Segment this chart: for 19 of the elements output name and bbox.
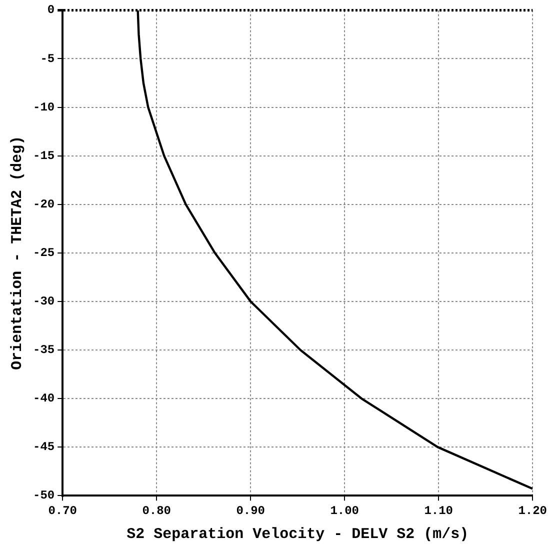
y-tick-label: -10 (32, 100, 55, 114)
y-tick-label: -15 (32, 148, 55, 163)
y-tick-label: -45 (32, 440, 55, 454)
y-tick-label: -35 (32, 342, 55, 357)
x-tick-label: 1.00 (330, 504, 360, 518)
y-axis-title: Orientation - THETA2 (deg) (8, 136, 26, 370)
x-tick-label: 0.80 (142, 504, 172, 518)
x-tick-label: 1.10 (424, 504, 454, 518)
x-axis-title: S2 Separation Velocity - DELV S2 (m/s) (126, 526, 469, 543)
y-tick-label: -25 (32, 246, 55, 260)
y-tick-label: -30 (32, 294, 55, 308)
x-tick-label: 0.70 (48, 504, 78, 518)
x-tick-label: 0.90 (236, 504, 266, 518)
y-tick-label: -20 (32, 197, 55, 212)
y-tick-label: -5 (40, 52, 55, 66)
y-tick-label: -40 (32, 392, 55, 406)
y-tick-label: 0 (47, 3, 55, 18)
y-tick-label: -50 (32, 488, 55, 503)
x-tick-label: 1.20 (518, 504, 548, 518)
